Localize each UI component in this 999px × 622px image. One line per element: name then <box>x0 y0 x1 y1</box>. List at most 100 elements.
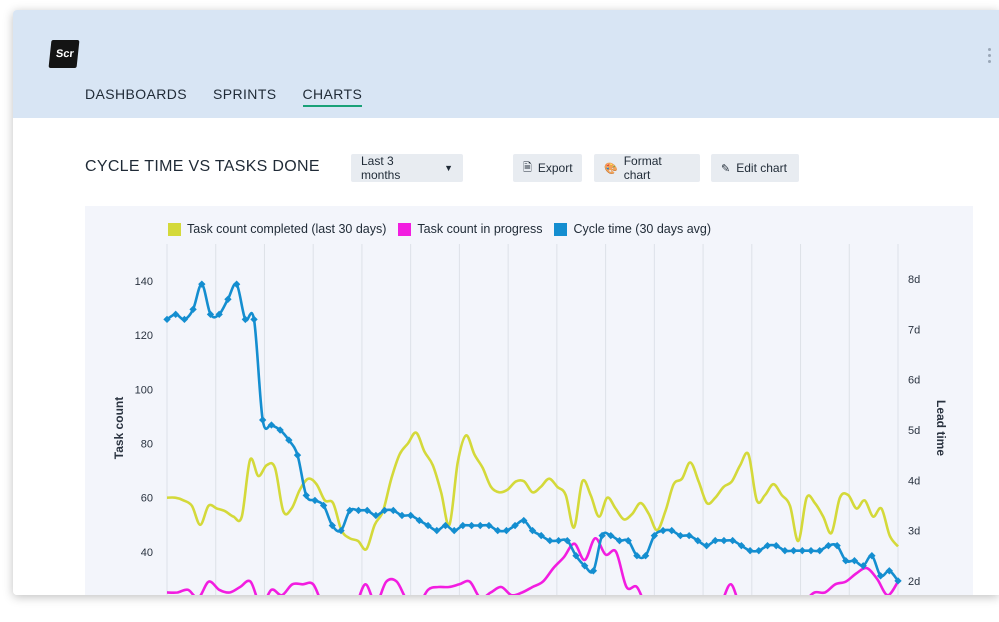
app-window: Scr DASHBOARDS SPRINTS CHARTS CYCLE TIME… <box>13 10 999 595</box>
cycle-time-point <box>467 521 476 530</box>
cycle-time-point <box>781 546 789 555</box>
cycle-time-point <box>528 526 537 535</box>
cycle-time-point <box>267 421 276 429</box>
y-right-tick-label: 4d <box>908 475 920 487</box>
cycle-time-point <box>450 526 458 535</box>
caret-down-icon: ▼ <box>444 163 453 173</box>
legend-cycle-time[interactable]: Cycle time (30 days avg) <box>554 222 711 236</box>
cycle-time-point <box>554 536 563 545</box>
cycle-time-point <box>694 536 702 545</box>
cycle-time-point <box>398 511 406 520</box>
export-button[interactable]: 🗎 Export <box>513 154 582 182</box>
nav-sprints[interactable]: SPRINTS <box>213 86 277 102</box>
export-label: Export <box>537 161 573 175</box>
y-right-tick-label: 8d <box>908 274 920 286</box>
legend-swatch-completed <box>168 222 181 236</box>
app-logo[interactable]: Scr <box>48 40 80 68</box>
cycle-time-point <box>894 577 902 585</box>
cycle-time-point <box>372 511 380 520</box>
y-left-axis-title: Task count <box>112 397 126 459</box>
cycle-time-point <box>659 526 667 535</box>
cycle-time-point <box>859 562 867 570</box>
edit-chart-label: Edit chart <box>736 161 787 175</box>
cycle-time-point <box>485 521 493 530</box>
cycle-time-point <box>685 531 693 540</box>
y-left-tick-label: 60 <box>141 493 153 505</box>
legend-swatch-in-progress <box>398 222 412 236</box>
cycle-time-point <box>189 305 197 313</box>
cycle-time-point <box>615 536 624 545</box>
cycle-time-point <box>407 511 415 520</box>
cycle-time-point <box>424 521 432 530</box>
date-range-value: Last 3 months <box>361 154 401 182</box>
cycle-time-point <box>354 506 363 515</box>
cycle-time-point <box>755 546 763 555</box>
cycle-time-point <box>589 567 598 575</box>
cycle-time-point <box>250 315 258 324</box>
cycle-time-point <box>807 546 815 555</box>
cycle-time-point <box>415 516 424 525</box>
cycle-time-point <box>842 557 850 565</box>
y-right-tick-label: 5d <box>908 425 920 437</box>
cycle-time-point <box>276 426 284 434</box>
cycle-time-point <box>798 546 806 555</box>
y-right-tick-label: 3d <box>908 526 920 538</box>
cycle-time-point <box>476 521 484 530</box>
legend-swatch-cycle-time <box>554 222 568 236</box>
cycle-time-point <box>885 567 893 575</box>
cycle-time-point <box>380 506 389 515</box>
cycle-time-point <box>789 546 798 555</box>
cycle-time-point <box>494 526 502 535</box>
top-bar: Scr DASHBOARDS SPRINTS CHARTS <box>13 10 999 118</box>
cycle-time-point <box>876 572 885 580</box>
cycle-time-point <box>502 526 511 535</box>
format-chart-label: Format chart <box>623 154 662 182</box>
nav-charts[interactable]: CHARTS <box>302 86 363 107</box>
cycle-time-point <box>581 562 589 570</box>
cycle-time-point <box>572 552 580 560</box>
cycle-time-point <box>311 496 319 505</box>
cycle-time-point <box>763 541 772 550</box>
cycle-time-point <box>441 521 450 530</box>
palette-icon: 🎨 <box>604 162 618 175</box>
legend-label-in-progress: Task count in progress <box>417 222 543 236</box>
cycle-time-point <box>241 315 250 324</box>
y-right-axis-title: Lead time <box>934 400 948 456</box>
cycle-time-point <box>511 521 519 530</box>
cycle-time-point <box>772 541 780 550</box>
cycle-time-point <box>607 531 615 540</box>
cycle-time-point <box>824 541 833 550</box>
date-range-select[interactable]: Last 3 months ▼ <box>351 154 463 182</box>
edit-icon: ✎ <box>721 162 731 175</box>
y-right-tick-label: 2d <box>908 576 920 588</box>
edit-chart-button[interactable]: ✎ Edit chart <box>711 154 799 182</box>
cycle-time-point <box>676 531 685 540</box>
y-left-tick-label: 120 <box>135 330 153 342</box>
series-in-progress-line <box>166 537 900 595</box>
cycle-time-point <box>389 506 397 515</box>
cycle-time-point <box>598 531 606 540</box>
cycle-time-point <box>650 531 659 540</box>
format-chart-button[interactable]: 🎨 Format chart <box>594 154 700 182</box>
more-menu-icon[interactable] <box>988 48 991 66</box>
page-title: CYCLE TIME VS TASKS DONE <box>85 158 320 175</box>
y-left-tick-label: 40 <box>141 547 153 559</box>
main-content: CYCLE TIME VS TASKS DONE Last 3 months ▼… <box>13 118 999 595</box>
chart-legend: Task count completed (last 30 days) Task… <box>168 222 711 236</box>
cycle-time-point <box>624 536 632 545</box>
cycle-time-point <box>293 451 302 459</box>
cycle-time-point <box>363 506 371 515</box>
cycle-time-point <box>711 536 719 545</box>
series-completed-line <box>166 431 900 551</box>
line-chart: 204060801001201402d3d4d5d6d7d8dTask coun… <box>112 244 948 595</box>
legend-in-progress[interactable]: Task count in progress <box>398 222 542 236</box>
cycle-time-point <box>546 536 554 545</box>
cycle-time-point <box>737 541 746 550</box>
cycle-time-point <box>641 552 650 560</box>
cycle-time-point <box>702 542 711 550</box>
legend-label-completed: Task count completed (last 30 days) <box>187 222 387 236</box>
legend-completed[interactable]: Task count completed (last 30 days) <box>168 222 386 236</box>
cycle-time-point <box>668 526 676 535</box>
nav-dashboards[interactable]: DASHBOARDS <box>85 86 188 102</box>
cycle-time-point <box>285 436 293 444</box>
